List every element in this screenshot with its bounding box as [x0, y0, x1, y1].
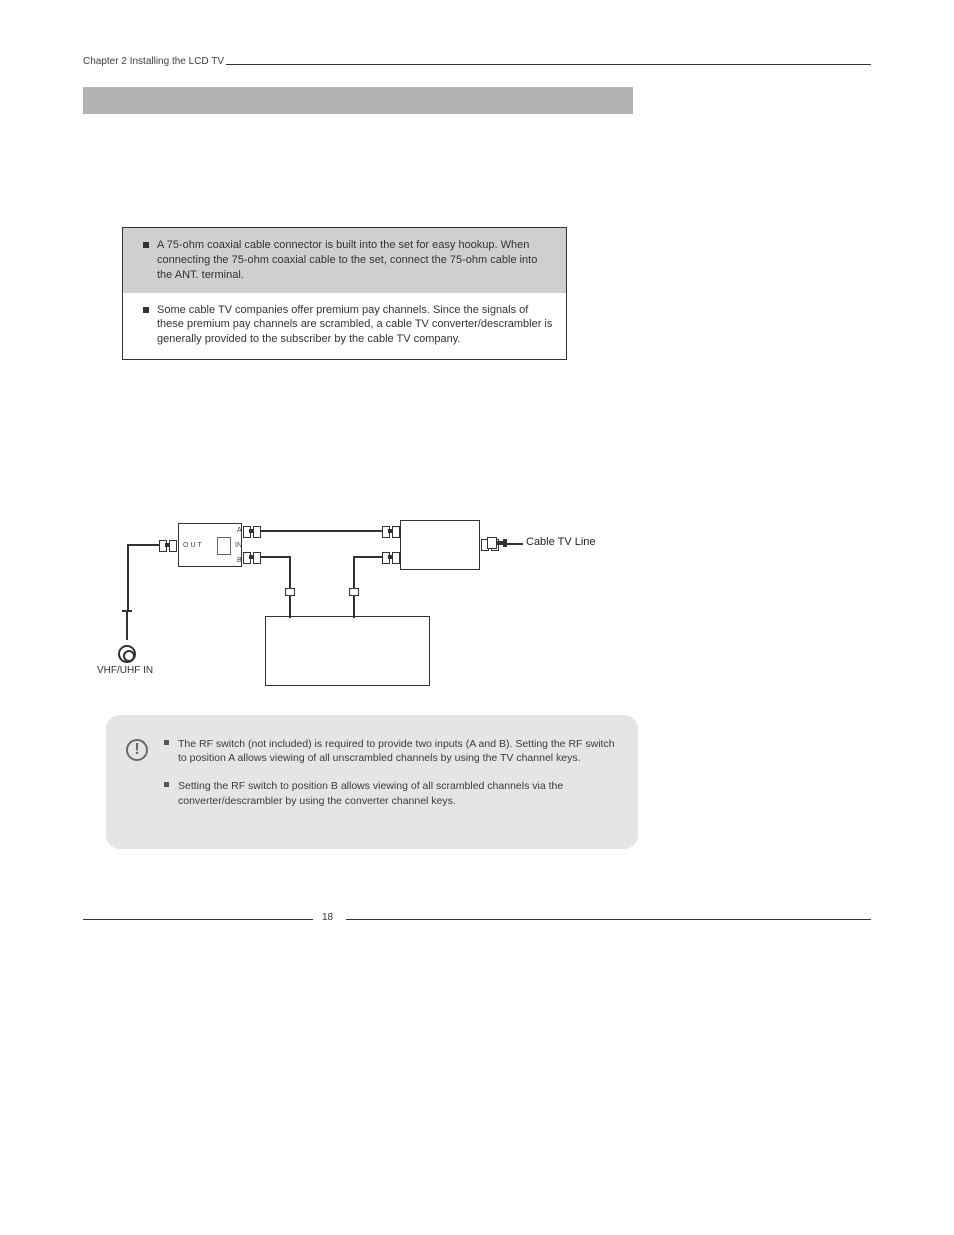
info-box-bottom: Some cable TV companies offer premium pa… [123, 293, 566, 360]
chapter-header: Chapter 2 Installing the LCD TV [83, 56, 224, 67]
note-item-2-text: Setting the RF switch to position B allo… [178, 780, 563, 806]
bullet-icon [164, 782, 169, 787]
coax-connector-icon [243, 526, 261, 536]
cable-line-label: Cable TV Line [526, 536, 596, 548]
rf-switch-node: OUT A IN B [178, 523, 242, 567]
note-item-1: The RF switch (not included) is required… [164, 737, 616, 765]
ant-terminal-icon [118, 645, 136, 663]
note-callout: ! The RF switch (not included) is requir… [106, 715, 638, 849]
ant-drop-icon [122, 610, 132, 640]
rf-switch-selector [217, 537, 231, 555]
wiring-diagram: OUT A IN B VHF/UHF IN [83, 500, 871, 720]
converter-node [265, 616, 430, 686]
info-box: A 75-ohm coaxial cable connector is buil… [122, 227, 567, 360]
page: Chapter 2 Installing the LCD TV A 75-ohm… [0, 0, 954, 1235]
coax-drop-icon [349, 588, 359, 618]
wire [127, 544, 159, 546]
note-item-1-text: The RF switch (not included) is required… [178, 738, 615, 764]
wire [353, 556, 383, 558]
footer-rule-left [83, 919, 313, 920]
coax-connector-icon [159, 540, 177, 550]
bullet-icon [143, 307, 149, 313]
wire [507, 543, 523, 545]
coax-drop-icon [285, 588, 295, 618]
page-number: 18 [322, 912, 333, 923]
rf-switch-b-label: B [237, 557, 242, 564]
bullet-icon [143, 242, 149, 248]
coax-connector-icon [243, 552, 261, 562]
section-banner [83, 87, 633, 114]
info-item-2-text: Some cable TV companies offer premium pa… [157, 304, 552, 346]
wire [353, 556, 355, 588]
rf-switch-in-label: IN [235, 542, 242, 549]
note-item-2: Setting the RF switch to position B allo… [164, 779, 616, 807]
header-rule [226, 64, 871, 65]
info-item-2: Some cable TV companies offer premium pa… [135, 303, 554, 348]
rf-switch-a-label: A [237, 527, 242, 534]
wire [127, 544, 129, 610]
ant-terminal-label: VHF/UHF IN [97, 665, 153, 676]
footer-rule-right [346, 919, 871, 920]
cable-wall-icon [487, 537, 507, 549]
coax-connector-icon [382, 552, 400, 562]
alert-icon: ! [126, 739, 148, 761]
splitter-node [400, 520, 480, 570]
coax-connector-icon [382, 526, 400, 536]
info-box-top: A 75-ohm coaxial cable connector is buil… [123, 228, 566, 293]
bullet-icon [164, 740, 169, 745]
info-item-1: A 75-ohm coaxial cable connector is buil… [135, 238, 554, 283]
wire [289, 556, 291, 588]
rf-switch-out-label: OUT [183, 542, 204, 549]
wire [261, 556, 291, 558]
info-item-1-text: A 75-ohm coaxial cable connector is buil… [157, 239, 537, 281]
wire [261, 530, 382, 532]
